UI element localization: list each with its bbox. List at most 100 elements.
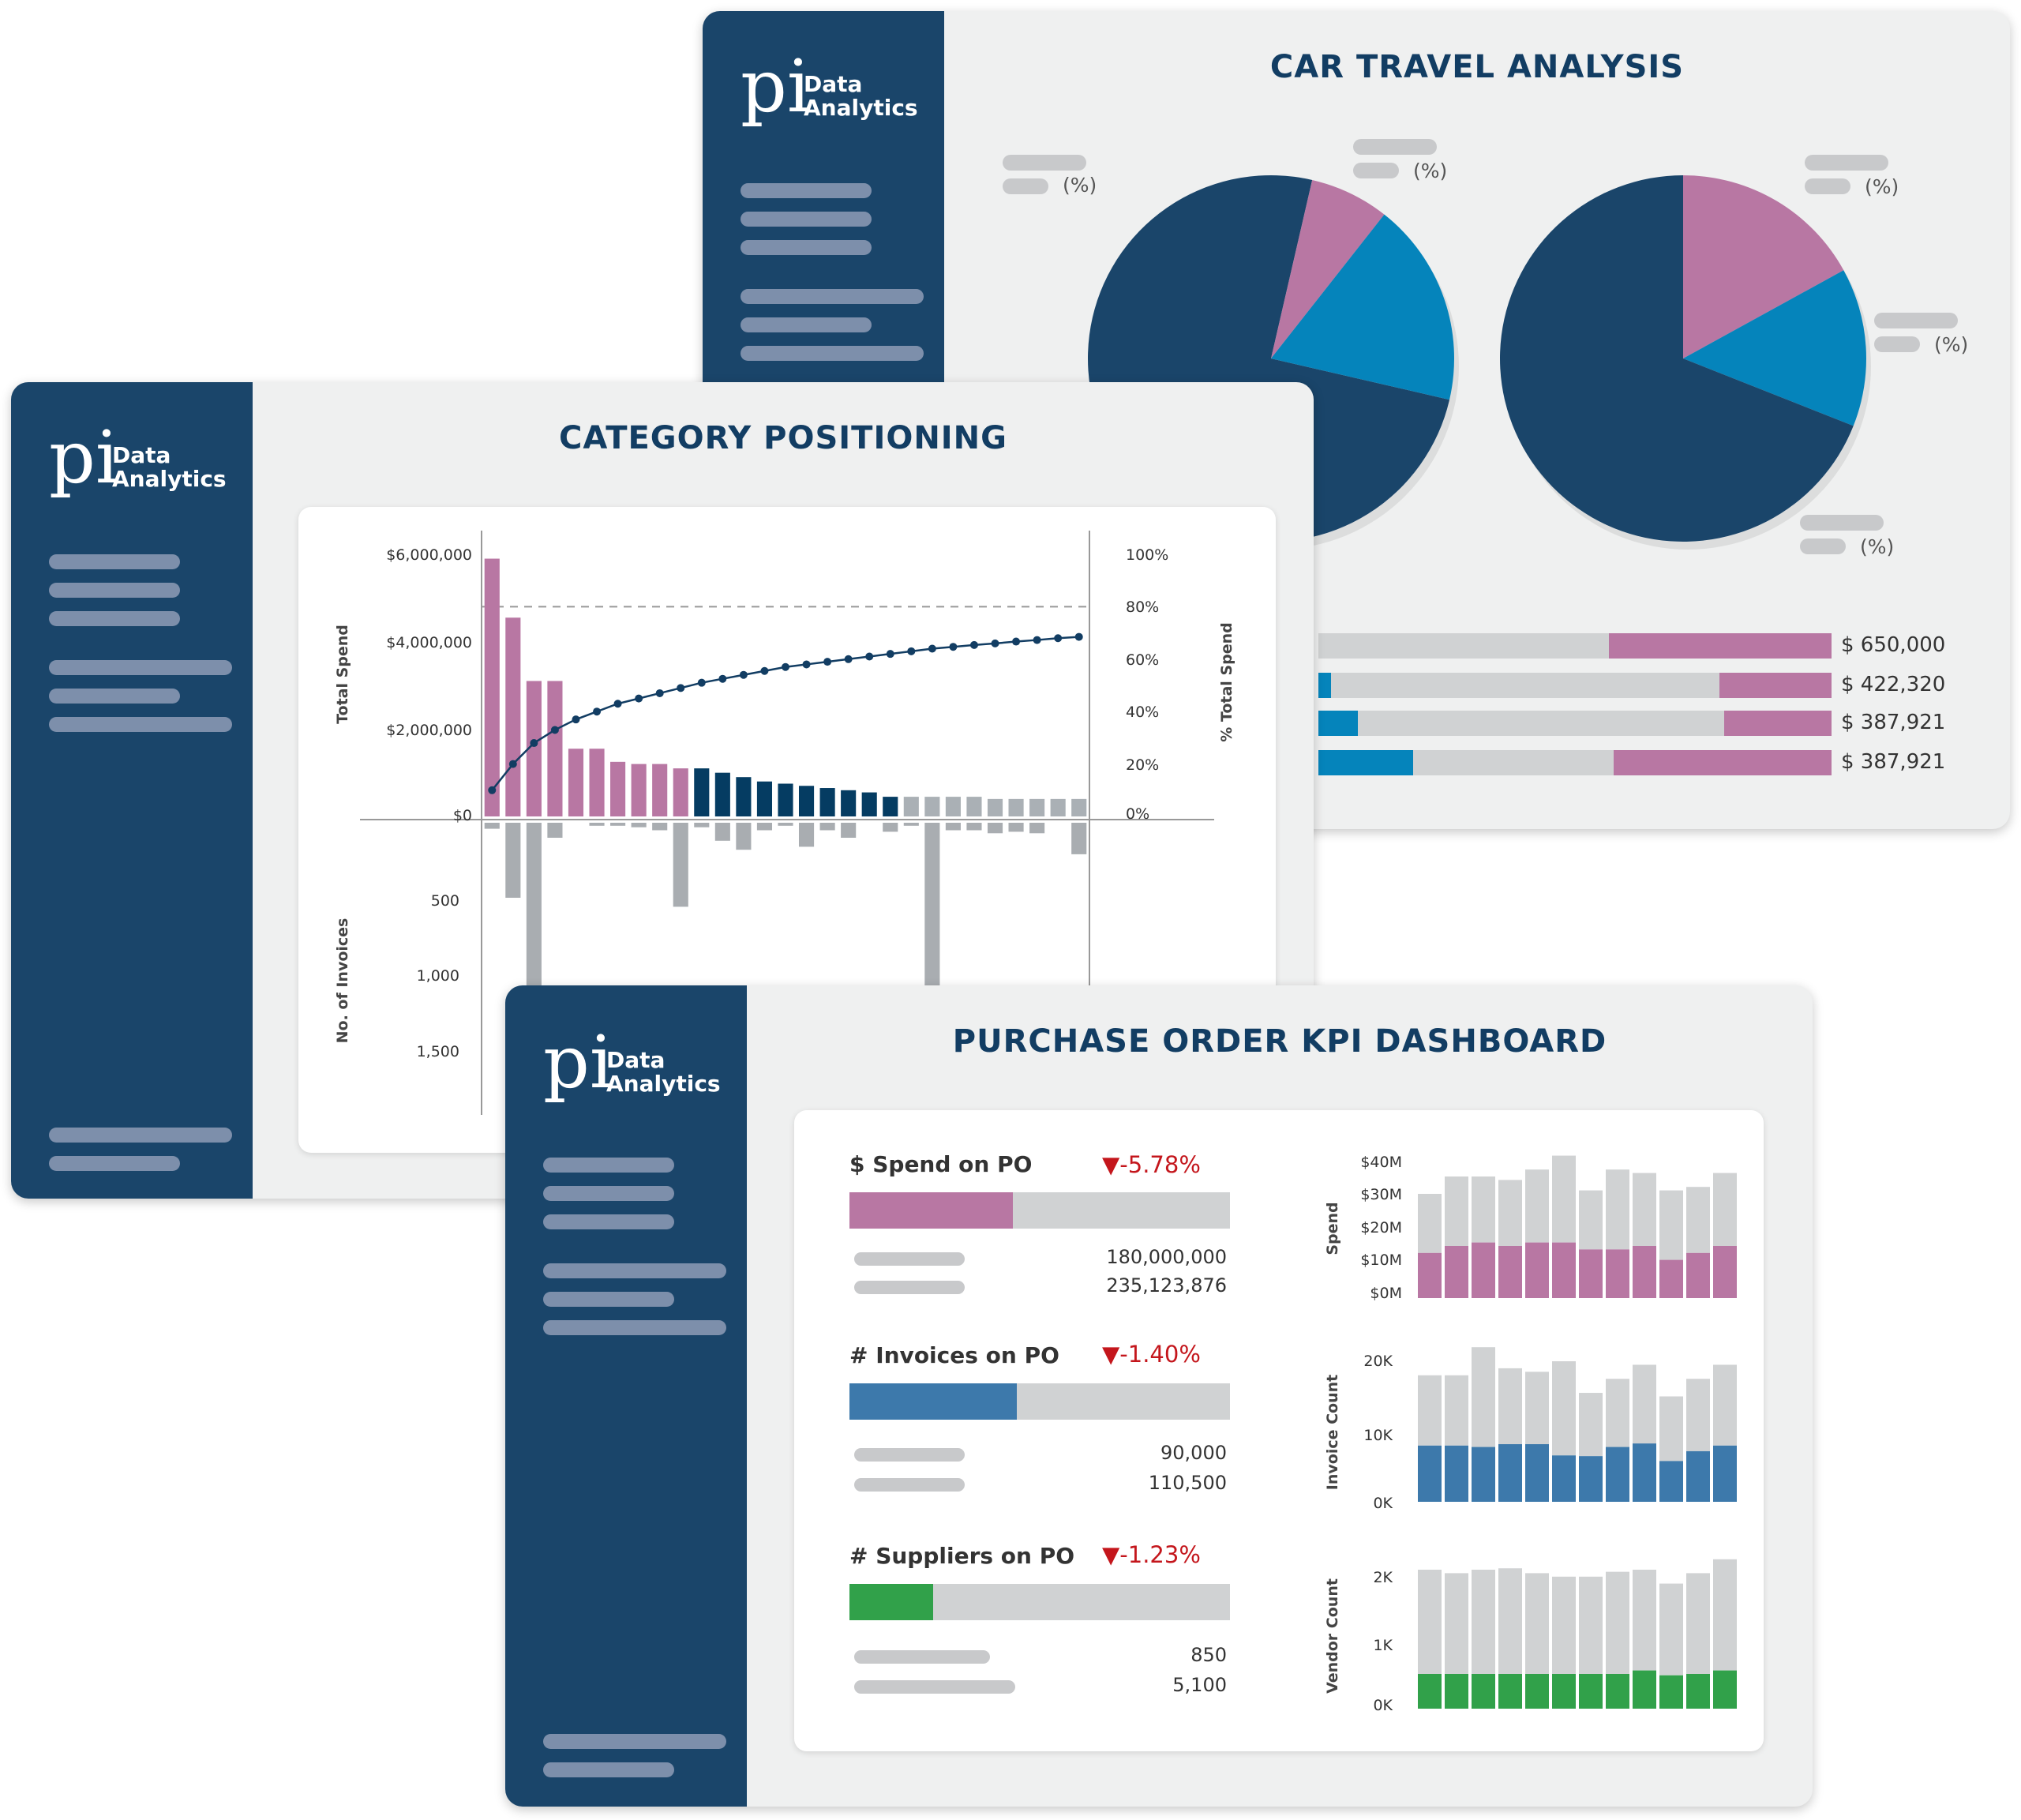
invoice-bar	[819, 823, 835, 831]
trend-bar-part	[1579, 1249, 1603, 1298]
kpi-progress-bar	[849, 1383, 1230, 1420]
y-tick: 1K	[1373, 1637, 1393, 1654]
nav-item[interactable]	[543, 1214, 674, 1229]
invoice-bar	[610, 823, 626, 826]
cumulative-point	[760, 666, 769, 675]
nav-item[interactable]	[543, 1320, 726, 1335]
kpi-value: 110,500	[1148, 1472, 1227, 1494]
pie-slice	[1271, 179, 1385, 358]
trend-bar-total	[1418, 1570, 1442, 1674]
spend-bar	[652, 764, 668, 816]
invoice-bar	[652, 823, 668, 831]
page-title: PURCHASE ORDER KPI DASHBOARD	[952, 1023, 1607, 1060]
cumulative-point	[907, 647, 916, 655]
legend-label-placeholder	[1003, 155, 1086, 171]
cumulative-point	[635, 694, 643, 703]
y2-tick: 100%	[1126, 546, 1168, 564]
cumulative-point	[655, 689, 664, 697]
spend-bar	[547, 681, 563, 816]
trend-bar-total	[1418, 1375, 1442, 1446]
spend-bar	[610, 761, 626, 816]
cumulative-point	[739, 670, 748, 679]
spend-bar	[714, 772, 730, 816]
trend-bar-total	[1498, 1568, 1522, 1674]
trend-bar-part	[1686, 1252, 1710, 1298]
nav-item[interactable]	[543, 1186, 674, 1201]
nav-item[interactable]	[49, 689, 180, 704]
nav-item[interactable]	[49, 611, 180, 626]
trend-bar-part	[1552, 1242, 1576, 1298]
sidebar: pi Data Analytics	[505, 985, 747, 1807]
trend-bar-total	[1579, 1393, 1603, 1457]
invoice-bar	[841, 823, 857, 838]
y2-axis-label: % Total Spend	[1218, 622, 1235, 741]
cumulative-point	[697, 678, 706, 687]
trend-bar-part	[1606, 1249, 1629, 1298]
spend-bar	[505, 617, 521, 816]
kpi-panel: $ Spend on PO ▼-5.78% 180,000,000 235,12…	[794, 1110, 1764, 1751]
stacked-bar	[1318, 711, 1918, 736]
trend-bar-part	[1472, 1674, 1495, 1709]
trend-bar-part	[1606, 1447, 1629, 1502]
nav-item[interactable]	[543, 1263, 726, 1278]
logo-mark: pi	[543, 1020, 613, 1105]
cumulative-point	[1074, 632, 1083, 641]
page-title: CATEGORY POSITIONING	[558, 420, 1007, 456]
cumulative-point	[1054, 634, 1063, 643]
trend-bar-part	[1498, 1444, 1522, 1502]
nav-item[interactable]	[741, 183, 872, 198]
trend-bar-total	[1579, 1190, 1603, 1250]
nav-item[interactable]	[741, 240, 872, 255]
invoice-bar	[714, 823, 730, 841]
invoice-bar	[631, 823, 647, 827]
pie-slice	[1683, 270, 1866, 426]
trend-bar-total	[1579, 1576, 1603, 1674]
invoice-bar	[924, 823, 940, 988]
nav-item[interactable]	[49, 583, 180, 598]
pie-slice	[1500, 175, 1854, 542]
invoice-bar	[966, 823, 982, 831]
nav-item[interactable]	[49, 1128, 232, 1143]
nav-item[interactable]	[49, 1156, 180, 1171]
nav-item[interactable]	[49, 717, 232, 732]
nav-item[interactable]	[741, 317, 872, 332]
nav-item[interactable]	[741, 289, 924, 304]
nav-item[interactable]	[741, 346, 924, 361]
nav-item[interactable]	[543, 1734, 726, 1749]
nav-item[interactable]	[543, 1292, 674, 1307]
cumulative-point	[508, 760, 517, 768]
amount-label: $ 650,000	[1841, 633, 1946, 657]
spend-bar	[526, 681, 542, 816]
trend-bar-total	[1659, 1583, 1683, 1676]
kpi-value: 850	[1190, 1644, 1227, 1666]
legend-label-placeholder	[1874, 313, 1958, 328]
trend-bar-total	[1498, 1180, 1522, 1246]
trend-bar-total	[1606, 1169, 1629, 1250]
y2-tick: 0%	[1126, 805, 1149, 823]
cumulative-point	[1033, 636, 1041, 644]
cumulative-point	[572, 715, 580, 724]
nav-item[interactable]	[741, 212, 872, 227]
spend-bar	[694, 768, 710, 816]
trend-bar-part	[1579, 1674, 1603, 1709]
percent-label: (%)	[1934, 333, 1969, 356]
amount-label: $ 422,320	[1841, 673, 1946, 696]
y-tick: $30M	[1360, 1186, 1402, 1203]
nav-item[interactable]	[49, 554, 180, 569]
nav-item[interactable]	[543, 1762, 674, 1777]
cumulative-point	[593, 707, 602, 716]
invoice-bar	[1029, 823, 1045, 834]
trend-bar-total	[1713, 1559, 1737, 1671]
trend-bar-part	[1418, 1252, 1442, 1298]
trend-bar-part	[1498, 1674, 1522, 1709]
percent-label: (%)	[1063, 174, 1097, 197]
cumulative-point	[1012, 637, 1021, 646]
kpi-label-placeholder	[854, 1448, 965, 1462]
kpi-label-placeholder	[854, 1252, 965, 1266]
trend-bar-total	[1445, 1573, 1468, 1674]
nav-item[interactable]	[543, 1158, 674, 1173]
trend-bar-total	[1713, 1364, 1737, 1446]
spend-bar	[1071, 798, 1087, 816]
nav-item[interactable]	[49, 660, 232, 675]
cumulative-point	[488, 786, 497, 794]
